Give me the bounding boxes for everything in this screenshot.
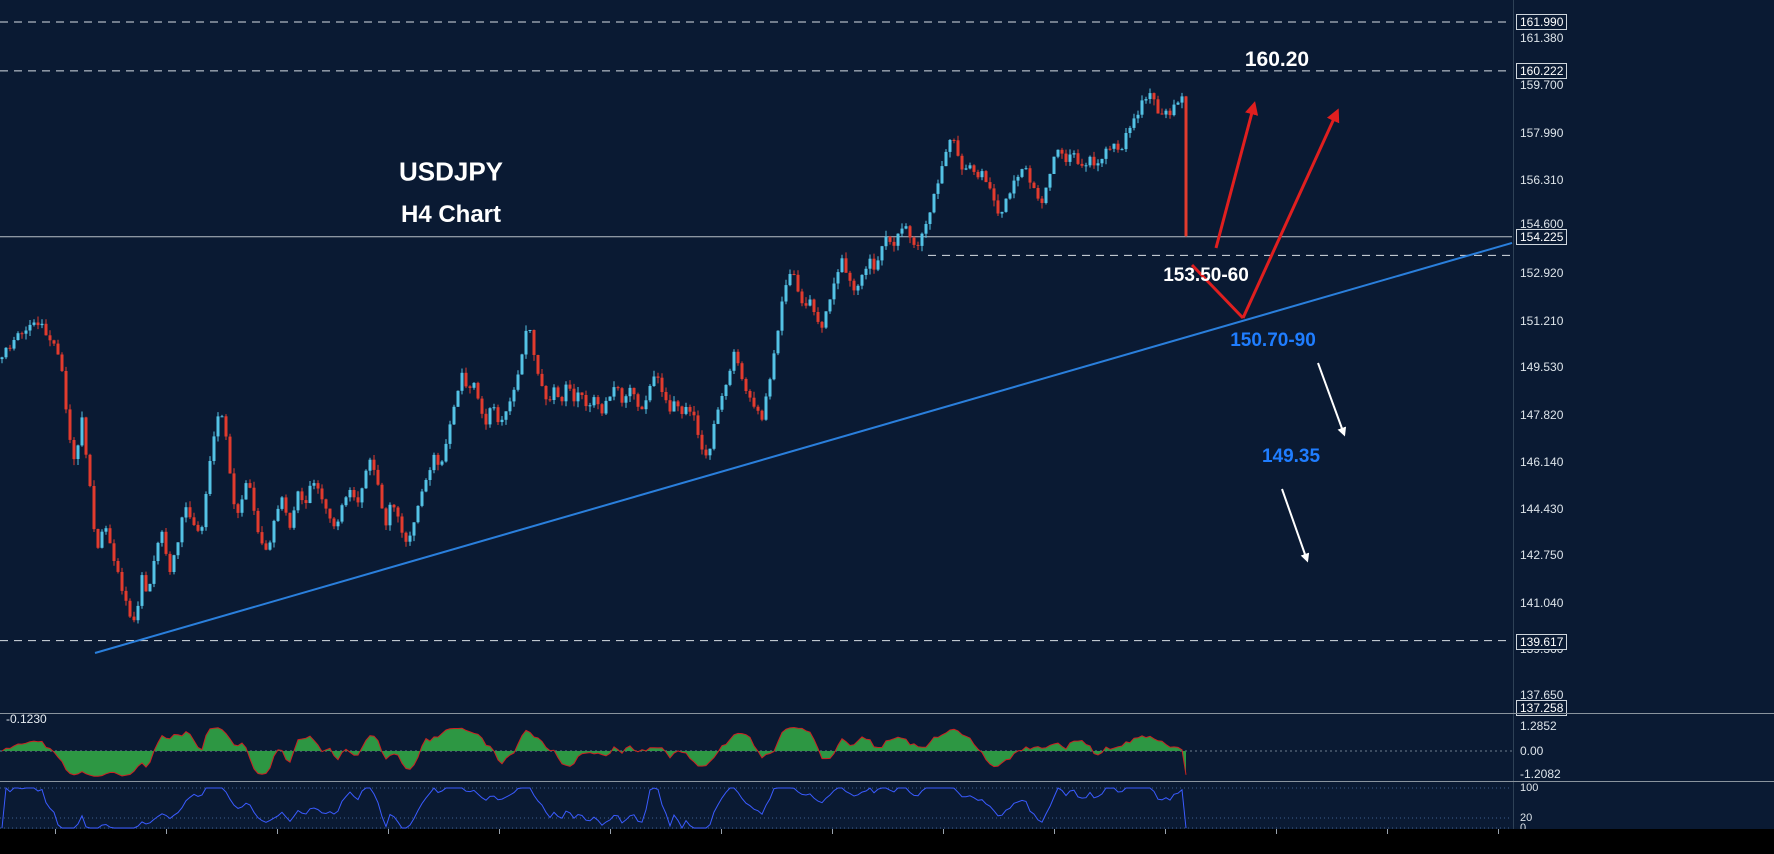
price-label: 156.310 [1520,173,1564,187]
time-tick [1165,829,1166,834]
price-label: 142.750 [1520,548,1564,562]
candles [0,88,1188,624]
time-tick [943,829,944,834]
white-arrow [1317,362,1347,437]
chart-annotation: 149.35 [1261,446,1321,467]
indicator1-value: -0.1230 [6,712,47,726]
price-label: 159.700 [1520,78,1564,92]
time-tick [1387,829,1388,834]
panel-separator[interactable] [0,781,1774,782]
red-arrow [1214,101,1259,249]
time-axis[interactable] [0,829,1774,854]
indicator1-line [1,726,1187,777]
time-tick [388,829,389,834]
arrow-objects [1190,101,1347,563]
price-label: 141.040 [1520,596,1564,610]
indicator1-zero-label: 0.00 [1520,744,1544,758]
time-tick [1276,829,1277,834]
chart-annotation: 153.50-60 [1163,265,1249,286]
level-lines [0,21,1512,642]
indicator1-max-label: 1.2852 [1520,719,1557,733]
price-tag: 137.258 [1516,700,1568,716]
price-label: 149.530 [1520,360,1564,374]
price-label: 157.990 [1520,126,1564,140]
axis-border [1513,0,1514,829]
price-tag: 139.617 [1516,634,1568,650]
red-arrow [1190,263,1245,320]
price-label: 144.430 [1520,502,1564,516]
red-arrow [1241,108,1340,319]
time-tick [721,829,722,834]
price-label: 151.210 [1520,314,1564,328]
panel-separator[interactable] [0,713,1774,714]
time-tick [1498,829,1499,834]
price-label: 147.820 [1520,408,1564,422]
chart-annotation: H4 Chart [400,201,502,228]
indicator2-line [1,786,1187,830]
time-tick [610,829,611,834]
price-tag: 154.225 [1516,229,1568,245]
trendline [94,241,1513,654]
price-tag: 160.222 [1516,63,1568,79]
time-tick [277,829,278,834]
indicator2-level-label: 100 [1520,782,1539,794]
chart-annotation: 160.20 [1244,48,1310,71]
time-tick [1054,829,1055,834]
chart-annotation: 150.70-90 [1230,330,1316,351]
time-tick [832,829,833,834]
time-tick [499,829,500,834]
white-arrow [1281,488,1310,563]
indicator2-level-label: 0 [1520,822,1527,834]
price-label: 161.380 [1520,31,1564,45]
time-tick [55,829,56,834]
time-tick [166,829,167,834]
price-label: 154.600 [1520,217,1564,231]
price-tag: 161.990 [1516,14,1568,30]
chart-annotation: USDJPY [398,156,504,187]
price-label: 146.140 [1520,455,1564,469]
price-label: 137.650 [1520,688,1564,702]
price-label: 152.920 [1520,266,1564,280]
indicator2-level-label: 20 [1520,812,1533,824]
indicator1-min-label: -1.2082 [1520,767,1561,781]
